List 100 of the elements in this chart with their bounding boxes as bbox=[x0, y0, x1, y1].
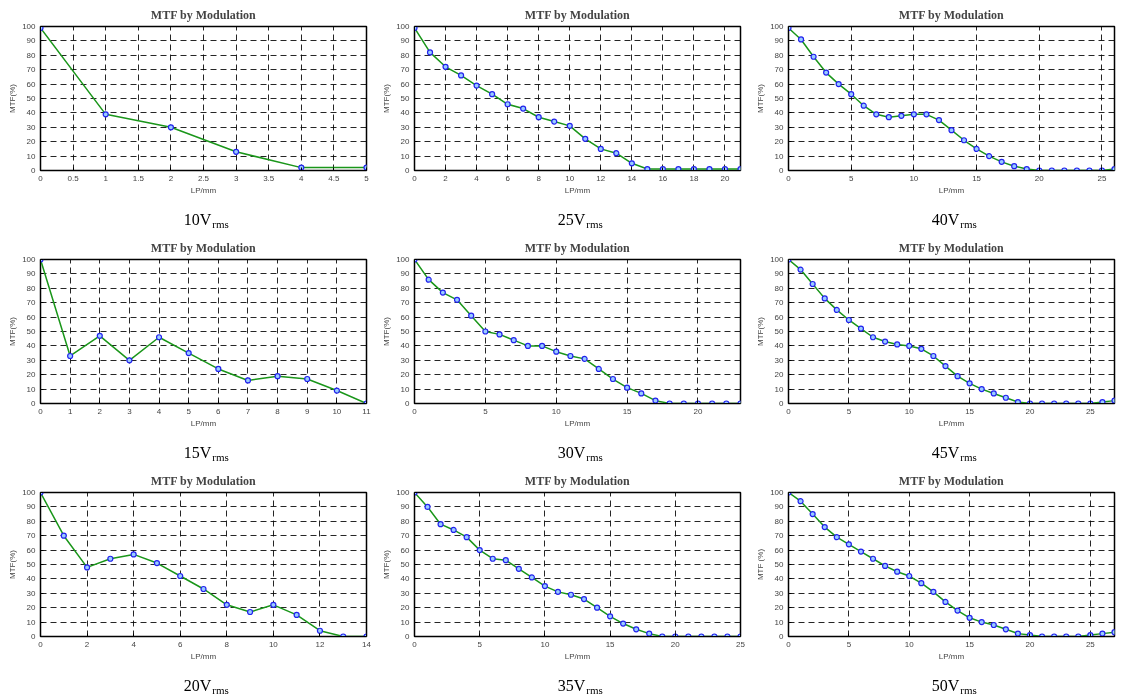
x-tick-label: 10 bbox=[540, 639, 550, 649]
y-tick-label: 10 bbox=[26, 384, 37, 394]
x-tick-label: 2.5 bbox=[197, 173, 210, 183]
y-tick-label: 60 bbox=[774, 79, 785, 89]
chart-title: MTF by Modulation bbox=[150, 7, 257, 22]
x-axis-title: LP/mm bbox=[190, 418, 217, 428]
y-tick-label: 50 bbox=[400, 94, 411, 103]
x-tick-label: 5 bbox=[364, 173, 370, 183]
x-tick-label: 2 bbox=[168, 173, 174, 183]
y-tick-label: 90 bbox=[774, 502, 785, 512]
x-tick-label: 0 bbox=[786, 173, 792, 183]
y-tick-label: 30 bbox=[26, 355, 37, 365]
y-axis-title: MTF(%) bbox=[8, 83, 18, 113]
y-axis-title: MTF(%) bbox=[382, 549, 392, 579]
chart-title: MTF by Modulation bbox=[524, 240, 631, 255]
x-tick-label: 25 bbox=[1097, 173, 1107, 183]
y-tick-label: 0 bbox=[31, 166, 37, 175]
y-tick-label: 50 bbox=[400, 560, 411, 569]
y-tick-label: 20 bbox=[26, 603, 37, 613]
x-tick-label: 6 bbox=[505, 173, 511, 183]
x-tick-label: 14 bbox=[362, 639, 372, 649]
y-tick-label: 0 bbox=[405, 166, 411, 175]
y-tick-label: 60 bbox=[400, 312, 411, 322]
y-tick-label: 50 bbox=[26, 560, 37, 569]
y-tick-label: 70 bbox=[774, 65, 785, 75]
y-tick-label: 40 bbox=[400, 341, 411, 351]
y-tick-label: 0 bbox=[405, 399, 411, 408]
x-tick-label: 1 bbox=[103, 173, 109, 183]
x-tick-label: 1.5 bbox=[132, 173, 145, 183]
y-tick-label: 40 bbox=[400, 108, 411, 118]
x-tick-label: 8 bbox=[224, 639, 230, 649]
x-tick-label: 15 bbox=[965, 639, 975, 649]
y-axis-title: MTF(%) bbox=[756, 83, 766, 113]
y-tick-label: 40 bbox=[26, 341, 37, 351]
chart-title: MTF by Modulation bbox=[898, 7, 1005, 22]
x-tick-label: 15 bbox=[622, 406, 633, 416]
y-tick-label: 60 bbox=[774, 545, 785, 555]
y-tick-label: 0 bbox=[405, 632, 411, 641]
y-tick-label: 100 bbox=[22, 488, 37, 497]
x-axis-title: LP/mm bbox=[564, 185, 591, 195]
x-tick-label: 16 bbox=[658, 173, 668, 183]
y-tick-label: 20 bbox=[774, 137, 785, 147]
y-tick-label: 30 bbox=[26, 122, 37, 132]
x-tick-label: 3 bbox=[127, 406, 133, 416]
y-tick-label: 10 bbox=[400, 151, 411, 161]
x-tick-label: 3.5 bbox=[263, 173, 275, 183]
x-tick-label: 5 bbox=[477, 639, 483, 649]
y-tick-label: 100 bbox=[770, 255, 785, 264]
chart-title: MTF by Modulation bbox=[524, 473, 631, 488]
y-tick-label: 50 bbox=[400, 327, 411, 336]
x-tick-label: 0.5 bbox=[67, 173, 80, 183]
x-tick-label: 7 bbox=[245, 406, 251, 416]
x-tick-label: 10 bbox=[909, 173, 919, 183]
y-tick-label: 40 bbox=[26, 108, 37, 118]
x-tick-label: 4 bbox=[299, 173, 305, 183]
y-tick-label: 20 bbox=[26, 137, 37, 147]
y-tick-label: 90 bbox=[400, 269, 411, 279]
y-axis-title: MTF(%) bbox=[382, 316, 392, 346]
x-tick-label: 12 bbox=[315, 639, 325, 649]
x-tick-label: 8 bbox=[275, 406, 281, 416]
y-tick-label: 40 bbox=[774, 341, 785, 351]
x-tick-label: 0 bbox=[38, 639, 44, 649]
x-tick-label: 10 bbox=[332, 406, 342, 416]
y-tick-label: 40 bbox=[400, 574, 411, 584]
chart-title: MTF by Modulation bbox=[898, 473, 1005, 488]
y-tick-label: 20 bbox=[400, 603, 411, 613]
x-tick-label: 15 bbox=[605, 639, 616, 649]
chart-title: MTF by Modulation bbox=[150, 240, 257, 255]
y-tick-label: 70 bbox=[774, 531, 785, 541]
y-tick-label: 70 bbox=[26, 65, 37, 75]
y-axis-title: MTF (%) bbox=[756, 548, 766, 581]
y-tick-label: 10 bbox=[26, 151, 37, 161]
y-tick-label: 20 bbox=[774, 603, 785, 613]
y-tick-label: 40 bbox=[26, 574, 37, 584]
x-tick-label: 18 bbox=[689, 173, 699, 183]
y-tick-label: 20 bbox=[400, 370, 411, 380]
y-tick-label: 70 bbox=[26, 531, 37, 541]
y-tick-label: 60 bbox=[26, 545, 37, 555]
chart-title: MTF by Modulation bbox=[524, 7, 631, 22]
x-tick-label: 5 bbox=[483, 406, 489, 416]
y-tick-label: 50 bbox=[774, 327, 785, 336]
y-tick-label: 100 bbox=[396, 255, 411, 264]
y-tick-label: 30 bbox=[400, 122, 411, 132]
x-tick-label: 20 bbox=[693, 406, 703, 416]
y-tick-label: 90 bbox=[26, 269, 37, 279]
y-tick-label: 80 bbox=[774, 50, 785, 60]
x-tick-label: 4 bbox=[474, 173, 480, 183]
chart-title: MTF by Modulation bbox=[150, 473, 257, 488]
x-tick-label: 25 bbox=[736, 639, 746, 649]
x-tick-label: 0 bbox=[38, 173, 44, 183]
x-tick-label: 15 bbox=[972, 173, 982, 183]
x-tick-label: 2 bbox=[84, 639, 90, 649]
x-tick-label: 5 bbox=[186, 406, 192, 416]
x-tick-label: 4.5 bbox=[328, 173, 341, 183]
y-tick-label: 50 bbox=[26, 94, 37, 103]
y-tick-label: 20 bbox=[400, 137, 411, 147]
x-tick-label: 15 bbox=[965, 406, 975, 416]
y-tick-label: 60 bbox=[400, 79, 411, 89]
x-tick-label: 3 bbox=[233, 173, 239, 183]
y-tick-label: 50 bbox=[774, 94, 785, 103]
